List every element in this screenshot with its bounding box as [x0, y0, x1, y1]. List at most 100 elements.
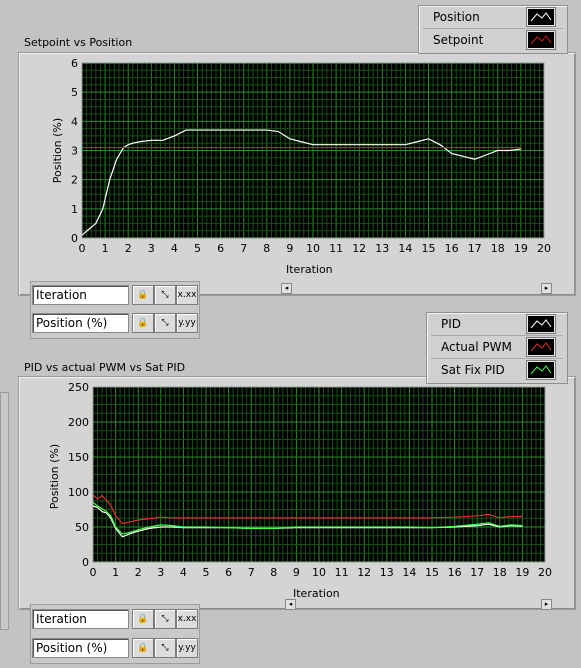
x-tick-label: 19	[514, 242, 528, 255]
graph2-legend[interactable]: PID Actual PWM Sat Fix PID	[426, 312, 568, 384]
y-format-button[interactable]: y.yy	[176, 638, 198, 658]
line-swatch-icon	[527, 31, 555, 49]
x-tick-label: 11	[329, 242, 343, 255]
plot-border	[81, 62, 545, 239]
x-tick-label: 7	[248, 566, 255, 579]
y-tick-label: 4	[71, 115, 78, 128]
x-scale-format-icon[interactable]: ⤡	[154, 609, 176, 629]
x-scale-format-icon[interactable]: ⤡	[154, 285, 176, 305]
x-tick-label: 4	[180, 566, 187, 579]
x-tick-label: 5	[194, 242, 201, 255]
x-tick-label: 13	[375, 242, 389, 255]
x-tick-label: 1	[112, 566, 119, 579]
line-swatch-icon	[527, 338, 555, 356]
x-tick-label: 20	[538, 566, 552, 579]
legend-item-position[interactable]: Position	[419, 6, 567, 29]
graph2-x-axis-label: Iteration	[293, 587, 340, 600]
y-scale-format-icon[interactable]: ⤡	[154, 313, 176, 333]
y-tick-label: 150	[68, 451, 89, 464]
legend-label: PID	[441, 317, 462, 331]
graph2-title: PID vs actual PWM vs Sat PID	[24, 361, 186, 374]
legend-label: Setpoint	[433, 33, 484, 47]
graph1-title: Setpoint vs Position	[24, 36, 133, 49]
legend-item-setpoint[interactable]: Setpoint	[419, 29, 567, 52]
x-tick-label: 10	[312, 566, 326, 579]
series-line-sat-fix-pid	[92, 502, 523, 535]
x-tick-label: 16	[445, 242, 459, 255]
x-tick-label: 19	[515, 566, 529, 579]
x-format-button[interactable]: x.xx	[176, 609, 198, 629]
x-tick-label: 10	[306, 242, 320, 255]
x-scale-name[interactable]: Iteration	[32, 609, 129, 629]
lock-icon[interactable]: 🔒	[132, 609, 154, 629]
x-tick-label: 16	[448, 566, 462, 579]
y-tick-label: 50	[75, 521, 89, 534]
x-tick-label: 2	[135, 566, 142, 579]
graph1-x-axis-label: Iteration	[286, 263, 333, 276]
legend-item-actual-pwm[interactable]: Actual PWM	[427, 336, 567, 359]
graph1-scroll-right-icon[interactable]: ▸	[541, 283, 552, 294]
y-format-button[interactable]: y.yy	[176, 313, 198, 333]
x-tick-label: 12	[357, 566, 371, 579]
x-tick-label: 4	[171, 242, 178, 255]
x-tick-label: 1	[102, 242, 109, 255]
graph1-y-scale-control[interactable]: Position (%) 🔒 ⤡ y.yy	[32, 313, 198, 333]
x-tick-label: 17	[468, 242, 482, 255]
x-tick-label: 15	[422, 242, 436, 255]
x-tick-label: 9	[293, 566, 300, 579]
y-tick-label: 3	[71, 145, 78, 158]
x-tick-label: 2	[125, 242, 132, 255]
y-tick-label: 5	[71, 86, 78, 99]
x-scale-name[interactable]: Iteration	[32, 285, 129, 305]
y-tick-label: 250	[68, 381, 89, 394]
x-tick-label: 6	[217, 242, 224, 255]
graph1-legend[interactable]: Position Setpoint	[418, 5, 568, 54]
graph2-y-axis-label: Position (%)	[48, 443, 62, 510]
y-tick-label: 2	[71, 174, 78, 187]
y-scale-format-icon[interactable]: ⤡	[154, 638, 176, 658]
lock-icon[interactable]: 🔒	[132, 285, 154, 305]
y-tick-label: 1	[71, 203, 78, 216]
legend-label: Sat Fix PID	[441, 363, 505, 377]
lock-icon[interactable]: 🔒	[132, 313, 154, 333]
x-tick-label: 0	[90, 566, 97, 579]
y-tick-label: 200	[68, 416, 89, 429]
legend-item-sat-fix-pid[interactable]: Sat Fix PID	[427, 359, 567, 382]
graph2-y-scale-control[interactable]: Position (%) 🔒 ⤡ y.yy	[32, 638, 198, 658]
y-scale-name[interactable]: Position (%)	[32, 638, 129, 658]
y-tick-label: 0	[71, 232, 78, 245]
series-line-actual-pwm	[92, 494, 523, 525]
y-tick-label: 6	[71, 57, 78, 70]
y-scale-name[interactable]: Position (%)	[32, 313, 129, 333]
x-tick-label: 20	[537, 242, 551, 255]
graph1-x-scale-control[interactable]: Iteration 🔒 ⤡ x.xx	[32, 285, 198, 305]
y-tick-label: 0	[82, 556, 89, 569]
line-swatch-icon	[527, 361, 555, 379]
x-tick-label: 3	[157, 566, 164, 579]
x-tick-label: 14	[402, 566, 416, 579]
legend-item-pid[interactable]: PID	[427, 313, 567, 336]
x-tick-label: 15	[425, 566, 439, 579]
x-tick-label: 13	[380, 566, 394, 579]
x-tick-label: 8	[270, 566, 277, 579]
legend-label: Position	[433, 10, 480, 24]
x-tick-label: 6	[225, 566, 232, 579]
x-format-button[interactable]: x.xx	[176, 285, 198, 305]
lock-icon[interactable]: 🔒	[132, 638, 154, 658]
x-tick-label: 9	[286, 242, 293, 255]
x-tick-label: 0	[79, 242, 86, 255]
x-tick-label: 17	[470, 566, 484, 579]
graph2-scroll-right-icon[interactable]: ▸	[541, 599, 552, 610]
graph2-plot[interactable]: 0 1 2 3 4 5 6 7 8 9 10 11 12 13 14 15 16 17 18 19 2005010015…	[0, 0, 581, 620]
x-tick-label: 8	[263, 242, 270, 255]
line-swatch-icon	[527, 8, 555, 26]
x-tick-label: 3	[148, 242, 155, 255]
graph2-scroll-left-icon[interactable]: ◂	[285, 599, 296, 610]
x-tick-label: 12	[352, 242, 366, 255]
x-tick-label: 11	[335, 566, 349, 579]
graph2-x-scale-control[interactable]: Iteration 🔒 ⤡ x.xx	[32, 609, 198, 629]
x-tick-label: 5	[203, 566, 210, 579]
x-tick-label: 14	[398, 242, 412, 255]
graph1-scroll-left-icon[interactable]: ◂	[281, 283, 292, 294]
